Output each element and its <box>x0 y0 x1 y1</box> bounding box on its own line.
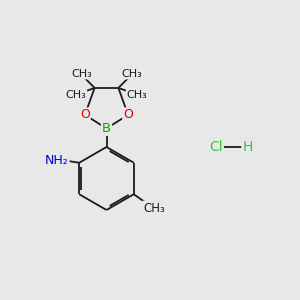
Text: Cl: Cl <box>209 140 223 154</box>
Text: CH₃: CH₃ <box>66 91 86 100</box>
Text: O: O <box>123 108 133 122</box>
Text: O: O <box>80 108 90 122</box>
Text: H: H <box>242 140 253 154</box>
Text: NH₂: NH₂ <box>45 154 69 167</box>
Text: CH₃: CH₃ <box>121 68 142 79</box>
Text: CH₃: CH₃ <box>71 68 92 79</box>
Text: CH₃: CH₃ <box>127 91 147 100</box>
Text: B: B <box>102 122 111 135</box>
Text: CH₃: CH₃ <box>143 202 165 214</box>
